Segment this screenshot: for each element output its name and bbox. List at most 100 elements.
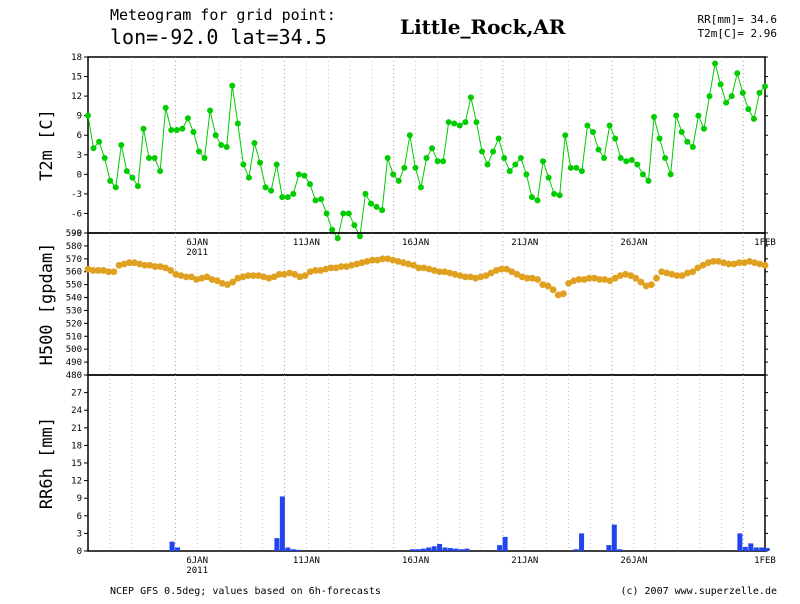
t2m-point xyxy=(340,210,347,217)
t2m-point xyxy=(667,171,674,178)
t2m-point xyxy=(434,158,441,165)
t2m-point xyxy=(390,171,397,178)
h500-point xyxy=(735,259,743,267)
h500-point xyxy=(616,272,624,279)
rr6h-bar xyxy=(753,547,759,551)
t2m-point xyxy=(473,119,480,126)
t2m-point xyxy=(684,138,691,145)
y-tick-label: 560 xyxy=(66,268,82,278)
rr6h-bar xyxy=(606,545,612,551)
t2m-point xyxy=(451,120,458,127)
h500-point xyxy=(570,277,578,285)
x-tick-label: 11JAN xyxy=(293,238,320,248)
h500-point xyxy=(539,281,547,289)
t2m-point xyxy=(384,155,391,162)
h500-point xyxy=(637,278,645,286)
t2m-point xyxy=(201,155,208,162)
h500-point xyxy=(549,286,557,294)
t2m-point xyxy=(184,115,191,122)
t2m-point xyxy=(351,222,358,229)
h500-point xyxy=(518,273,526,281)
h500-point xyxy=(523,274,531,282)
h500-point xyxy=(684,269,691,277)
t2m-point xyxy=(728,93,735,100)
h500-point xyxy=(249,272,257,279)
y-tick-label: 18 xyxy=(71,441,82,451)
t2m-point xyxy=(506,168,513,175)
t2m-point xyxy=(195,148,202,155)
y-tick-label: -6 xyxy=(71,209,82,219)
h500-point xyxy=(358,259,366,267)
y-tick-label: 520 xyxy=(66,319,82,329)
t2m-point xyxy=(240,161,247,168)
y-tick-label: 510 xyxy=(66,332,82,342)
t2m-point xyxy=(589,128,596,135)
h500-point xyxy=(89,267,97,274)
t2m-point xyxy=(612,135,619,142)
t2m-point xyxy=(495,135,502,142)
t2m-point xyxy=(417,184,424,191)
t2m-point xyxy=(223,143,230,150)
y-axis-label: RR6h [mm] xyxy=(37,417,57,509)
t2m-point xyxy=(207,107,214,114)
h500-point xyxy=(410,261,417,269)
rr6h-bar xyxy=(175,547,181,551)
h500-point xyxy=(379,255,386,263)
h500-point xyxy=(270,273,278,281)
t2m-point xyxy=(157,168,164,175)
t2m-point xyxy=(268,187,275,194)
t2m-point xyxy=(656,135,663,142)
y-tick-label: 480 xyxy=(66,371,82,381)
h500-point xyxy=(286,269,293,277)
t2m-point xyxy=(617,155,624,162)
t2m-point xyxy=(146,155,153,162)
t2m-point xyxy=(379,207,386,214)
h500-point xyxy=(503,265,511,273)
h500-point xyxy=(534,276,542,283)
h500-point xyxy=(575,276,583,283)
y-tick-label: -3 xyxy=(71,190,82,200)
h500-point xyxy=(162,264,169,272)
rr6h-bar xyxy=(458,549,464,551)
h500-point xyxy=(394,258,402,265)
y-tick-label: 15 xyxy=(71,73,82,83)
t2m-point xyxy=(556,192,563,199)
t2m-point xyxy=(279,194,286,201)
rr6h-bar xyxy=(573,549,579,551)
t2m-point xyxy=(101,155,108,162)
t2m-point xyxy=(562,132,569,139)
h500-point xyxy=(482,272,490,279)
t2m-point xyxy=(484,161,491,168)
h500-point xyxy=(280,270,288,278)
t2m-point xyxy=(706,93,713,100)
t2m-point xyxy=(362,190,369,197)
rr6h-bar xyxy=(759,547,765,551)
rr6h-bar xyxy=(742,546,748,551)
h500-point xyxy=(327,264,335,272)
t2m-point xyxy=(678,128,685,135)
h500-point xyxy=(332,264,340,272)
t2m-point xyxy=(429,145,436,152)
h500-point xyxy=(425,265,433,273)
h500-point xyxy=(255,272,262,279)
summary-rr: RR[mm]= 34.6 xyxy=(698,13,777,26)
h500-point xyxy=(746,258,753,265)
t2m-point xyxy=(512,161,519,168)
h500-point xyxy=(342,263,350,270)
y-tick-label: -9 xyxy=(71,229,82,239)
h500-point xyxy=(529,274,536,282)
h500-point xyxy=(694,264,702,272)
h500-point xyxy=(120,260,128,268)
t2m-point xyxy=(606,122,613,129)
t2m-point xyxy=(478,148,485,155)
rr6h-bar xyxy=(420,548,426,551)
h500-point xyxy=(146,261,154,269)
y-tick-label: 490 xyxy=(66,358,82,368)
h500-point xyxy=(306,268,314,276)
t2m-point xyxy=(301,172,308,179)
h500-point xyxy=(384,255,392,263)
h500-point xyxy=(405,260,412,268)
footer-source: NCEP GFS 0.5deg; values based on 6h-fore… xyxy=(110,586,381,597)
h500-point xyxy=(441,268,448,276)
